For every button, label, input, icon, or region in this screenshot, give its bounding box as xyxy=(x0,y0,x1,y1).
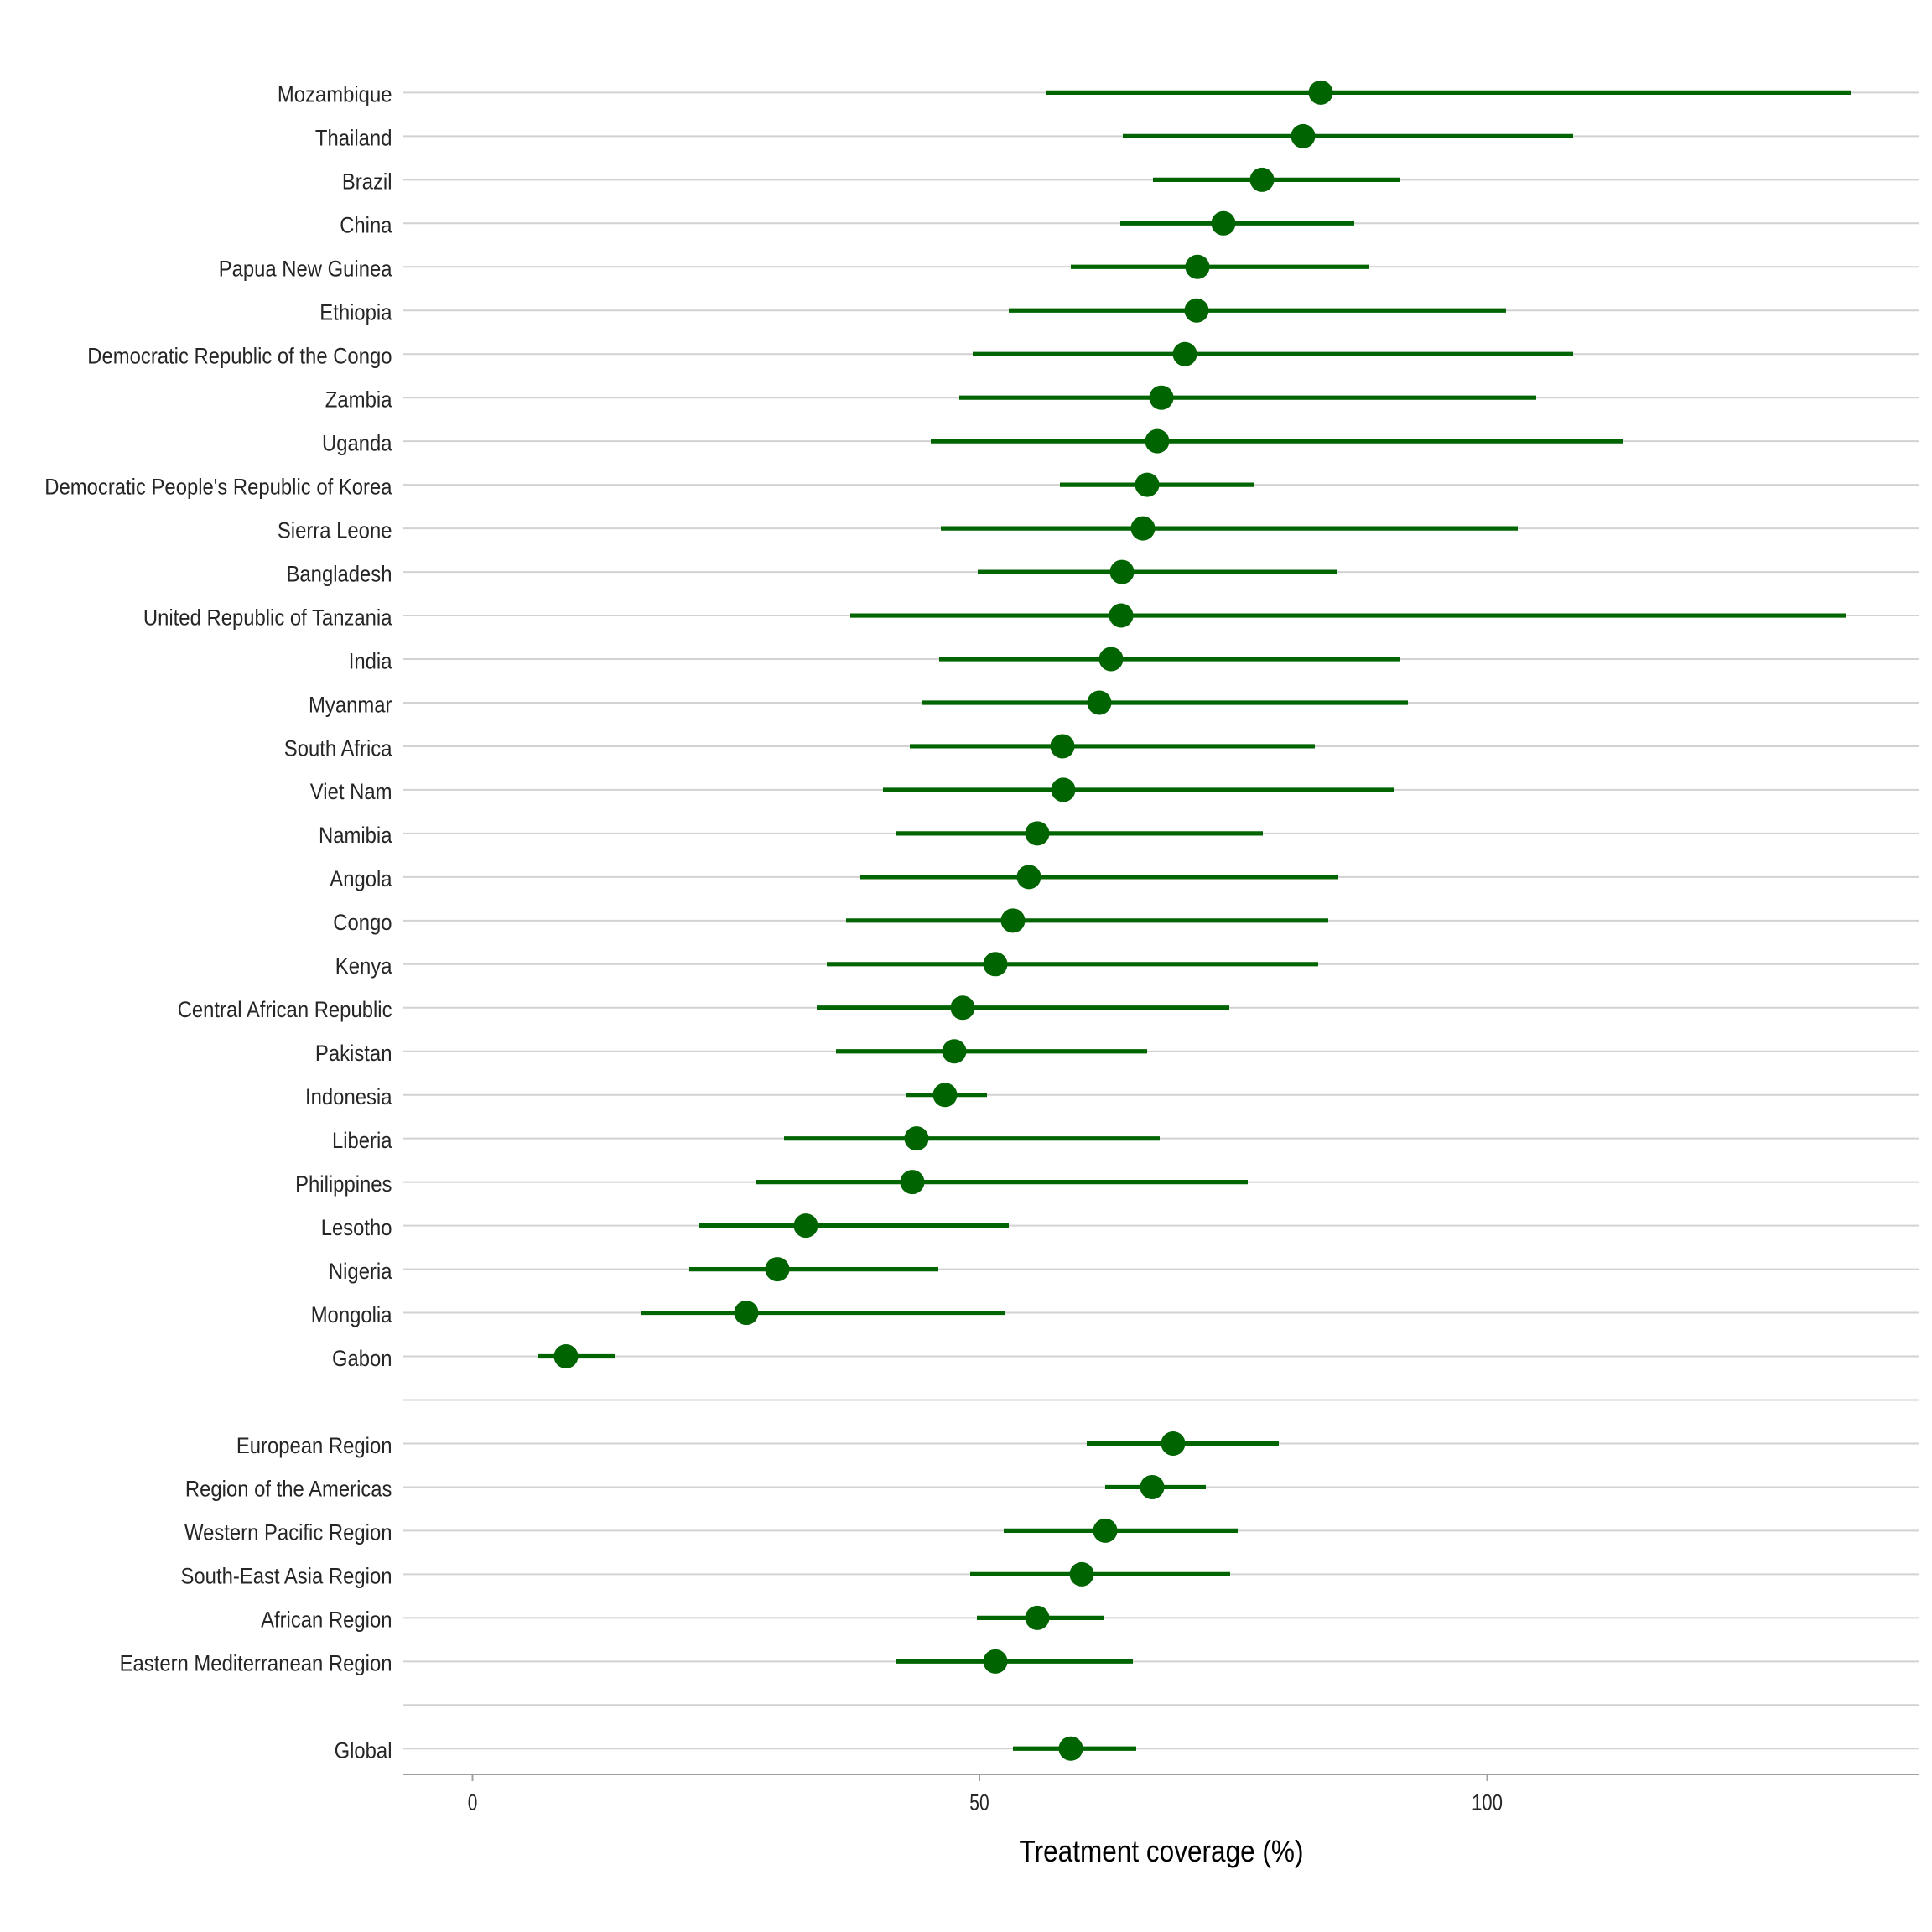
svg-text:Democratic People's Republic o: Democratic People's Republic of Korea xyxy=(44,474,392,499)
svg-text:Western Pacific Region: Western Pacific Region xyxy=(184,1520,392,1545)
svg-text:Angola: Angola xyxy=(330,866,392,891)
svg-text:Sierra Leone: Sierra Leone xyxy=(278,517,392,543)
svg-text:Mongolia: Mongolia xyxy=(311,1302,392,1327)
svg-text:Zambia: Zambia xyxy=(325,387,392,412)
svg-text:Gabon: Gabon xyxy=(332,1346,392,1371)
svg-text:South-East Asia Region: South-East Asia Region xyxy=(181,1564,392,1589)
svg-text:Myanmar: Myanmar xyxy=(309,692,392,717)
svg-text:Liberia: Liberia xyxy=(332,1128,392,1153)
svg-text:Brazil: Brazil xyxy=(342,169,392,195)
svg-text:Thailand: Thailand xyxy=(315,126,392,151)
svg-text:Bangladesh: Bangladesh xyxy=(287,561,392,586)
svg-text:Uganda: Uganda xyxy=(322,430,392,455)
svg-text:Pakistan: Pakistan xyxy=(315,1041,392,1066)
svg-text:100: 100 xyxy=(1472,1790,1503,1815)
svg-text:African Region: African Region xyxy=(261,1607,392,1633)
svg-text:Treatment coverage (%): Treatment coverage (%) xyxy=(1020,1834,1304,1868)
svg-text:50: 50 xyxy=(969,1790,989,1815)
svg-text:India: India xyxy=(349,648,392,673)
svg-text:Indonesia: Indonesia xyxy=(305,1084,392,1109)
svg-text:Eastern Mediterranean Region: Eastern Mediterranean Region xyxy=(120,1651,392,1676)
svg-text:Global: Global xyxy=(335,1738,392,1763)
svg-text:United Republic of Tanzania: United Republic of Tanzania xyxy=(143,605,392,630)
svg-text:Region of the Americas: Region of the Americas xyxy=(185,1477,392,1502)
svg-text:China: China xyxy=(340,213,392,238)
svg-text:South Africa: South Africa xyxy=(284,735,392,761)
svg-text:Papua New Guinea: Papua New Guinea xyxy=(219,257,392,282)
svg-text:Viet Nam: Viet Nam xyxy=(310,779,392,804)
svg-text:Lesotho: Lesotho xyxy=(321,1215,392,1240)
svg-text:Ethiopia: Ethiopia xyxy=(319,300,392,325)
svg-text:Mozambique: Mozambique xyxy=(278,82,392,107)
svg-text:Central African Republic: Central African Republic xyxy=(178,997,392,1022)
svg-text:Democratic Republic of the Con: Democratic Republic of the Congo xyxy=(87,344,392,369)
svg-text:Namibia: Namibia xyxy=(319,823,392,848)
svg-text:Philippines: Philippines xyxy=(295,1171,392,1197)
svg-text:Congo: Congo xyxy=(333,910,392,935)
svg-text:Nigeria: Nigeria xyxy=(329,1259,392,1284)
svg-text:0: 0 xyxy=(468,1790,478,1815)
svg-text:Kenya: Kenya xyxy=(335,953,392,979)
svg-text:European Region: European Region xyxy=(236,1433,392,1458)
